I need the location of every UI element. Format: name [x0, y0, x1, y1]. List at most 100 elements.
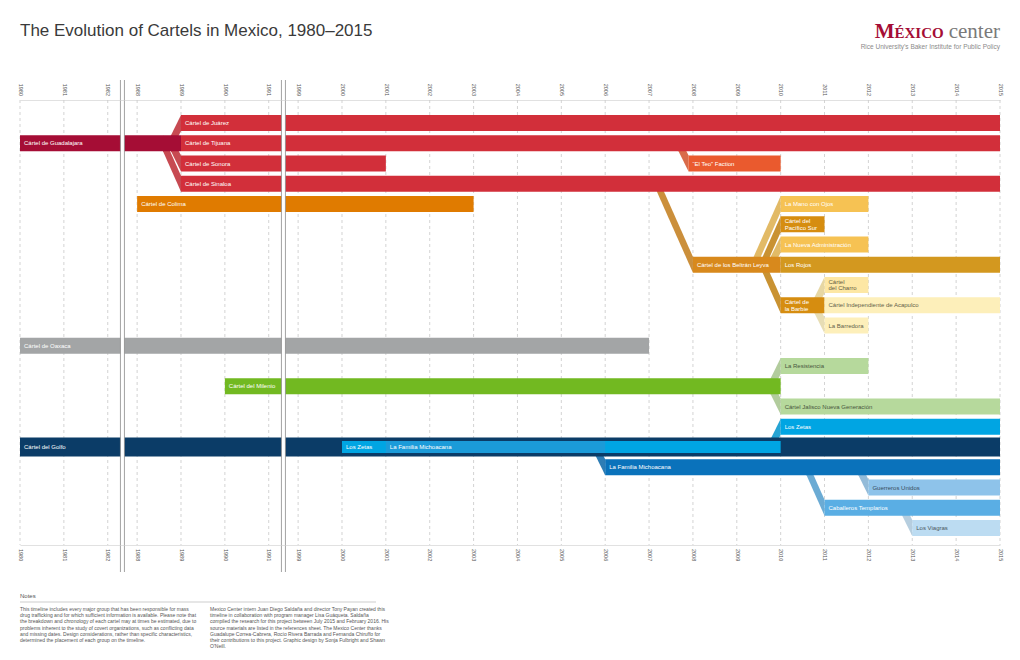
bar — [781, 399, 1000, 415]
x-tick: 1991 — [266, 545, 272, 561]
bar-label: Cárteldel Charro — [829, 279, 858, 292]
tick-label: 2012 — [866, 549, 872, 561]
tick-label: 2010 — [778, 84, 784, 96]
bar — [868, 480, 1000, 496]
x-tick: 2000 — [340, 545, 346, 561]
bar — [781, 216, 825, 232]
note-line: Guadalupe Correa-Cabrera, Rocío Rivera B… — [210, 631, 381, 637]
tick-label: 1982 — [105, 549, 111, 561]
tick-label: 2005 — [559, 549, 565, 561]
axis-line — [21, 545, 1001, 546]
bar-label-line: del Charro — [829, 285, 858, 291]
marks — [20, 115, 1000, 536]
x-tick: 2007 — [647, 84, 653, 100]
tick-label: 2004 — [515, 549, 521, 561]
x-tick: 1988 — [135, 545, 141, 561]
notes-title: Notes — [20, 593, 36, 599]
tick-label: 2006 — [603, 549, 609, 561]
break-line — [124, 80, 125, 572]
x-tick: 1990 — [223, 545, 229, 561]
x-tick: 2004 — [515, 545, 521, 561]
logo-subtitle: Rice University’s Baker Institute for Pu… — [861, 43, 1001, 51]
bar — [225, 378, 781, 394]
tick-label: 2011 — [822, 84, 828, 96]
tick-label: 2001 — [384, 84, 390, 96]
x-tick: 2011 — [822, 545, 828, 561]
bar-label: Cártel del Milenio — [229, 383, 276, 389]
bar-label: Cártel Independiente de Acapulco — [829, 302, 920, 308]
bar-label-line: Cártel del — [785, 218, 811, 224]
logo-word: center — [949, 19, 1000, 43]
chart-container: Cártel de JuárezCártel de GuadalajaraCár… — [0, 0, 1020, 660]
tick-label: 1981 — [62, 549, 68, 561]
bar — [20, 338, 649, 354]
bar-label: Cártel de Sinaloa — [185, 181, 232, 187]
x-tick: 2003 — [471, 84, 477, 100]
tick-label: 2014 — [954, 84, 960, 96]
x-tick: 2005 — [559, 545, 565, 561]
bar-label: La Familia Michoacana — [609, 464, 671, 470]
tick-label: 2004 — [515, 84, 521, 96]
bar — [181, 115, 1000, 131]
bar-label: Cártel dela Barbie — [785, 299, 810, 312]
grid-line — [107, 100, 108, 545]
bar-label-line: Pacífico Sur — [785, 225, 817, 231]
x-tick: 1990 — [223, 84, 229, 100]
bar-label: La Mano con Ojos — [785, 201, 834, 207]
bar-label: Los Zetas — [346, 444, 372, 450]
tick-label: 2000 — [340, 84, 346, 96]
chart-svg: Cártel de JuárezCártel de GuadalajaraCár… — [0, 0, 1020, 660]
axis-breaks — [120, 80, 285, 572]
tick-label: 2008 — [691, 549, 697, 561]
bar-label-line: Cártel — [829, 279, 845, 285]
x-tick: 2006 — [603, 545, 609, 561]
x-tick: 1980 — [18, 84, 24, 100]
bar — [137, 196, 473, 212]
tick-label: 2003 — [471, 549, 477, 561]
tick-label: 2005 — [559, 84, 565, 96]
bar-labels: Cártel de JuárezCártel de GuadalajaraCár… — [24, 120, 948, 531]
bar — [20, 135, 181, 151]
grid-line — [912, 100, 913, 545]
tick-label: 2010 — [778, 549, 784, 561]
logo: Méxicocenter — [875, 19, 1000, 43]
x-tick: 1988 — [135, 84, 141, 100]
tick-label: 2013 — [910, 549, 916, 561]
x-tick: 2014 — [954, 84, 960, 100]
grid-line — [1000, 100, 1001, 545]
x-tick: 1980 — [18, 545, 24, 561]
bar — [825, 500, 1000, 516]
bar-label: Cártel de Juárez — [185, 120, 229, 126]
break-line — [281, 80, 282, 572]
x-tick: 2009 — [735, 545, 741, 561]
x-tick: 2002 — [427, 84, 433, 100]
tick-label: 1990 — [223, 84, 229, 96]
x-tick: 2009 — [735, 84, 741, 100]
tick-label: 1980 — [18, 549, 24, 561]
note-line: the breakdown and chronology of each car… — [20, 618, 196, 624]
x-tick: 2014 — [954, 545, 960, 561]
x-tick: 2012 — [866, 84, 872, 100]
tick-label: 2002 — [427, 549, 433, 561]
tick-label: 1999 — [296, 549, 302, 561]
x-tick: 2003 — [471, 545, 477, 561]
tick-label: 1999 — [296, 84, 302, 96]
bar — [912, 520, 1000, 536]
x-tick: 1991 — [266, 84, 272, 100]
notes-rule — [20, 602, 376, 603]
grid-line — [137, 100, 138, 545]
x-axis-top: 1980198119821988198919901991199920002001… — [18, 84, 1004, 101]
x-tick: 2004 — [515, 84, 521, 100]
note-line: their contributions to this project. Gra… — [210, 637, 385, 643]
x-tick: 1982 — [105, 545, 111, 561]
bar-label: Cártel Jalisco Nueva Generación — [785, 404, 873, 410]
grid-line — [20, 100, 21, 545]
x-tick: 2007 — [647, 545, 653, 561]
bar-label: Cártel del Golfo — [24, 444, 66, 450]
bar — [605, 459, 1000, 475]
x-tick: 2008 — [691, 545, 697, 561]
logo-word: México — [875, 19, 944, 43]
tick-label: 2003 — [471, 84, 477, 96]
x-tick: 2001 — [384, 545, 390, 561]
tick-label: 1991 — [266, 549, 272, 561]
